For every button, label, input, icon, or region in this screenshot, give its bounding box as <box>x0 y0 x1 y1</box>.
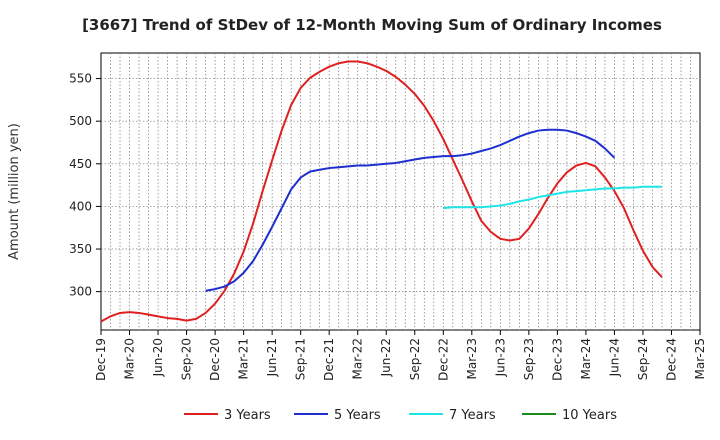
legend-label-10-years: 10 Years <box>562 408 617 423</box>
y-tick-label: 400 <box>69 199 92 213</box>
y-tick-label: 500 <box>69 114 92 128</box>
x-tick-label: Jun-20 <box>151 338 165 377</box>
y-tick-label: 550 <box>69 72 92 86</box>
x-tick-label: Dec-23 <box>550 338 564 381</box>
y-tick-label: 450 <box>69 157 92 171</box>
x-tick-label: Mar-25 <box>693 338 707 379</box>
y-axis-label: Amount (million yen) <box>7 123 22 260</box>
x-tick-label: Mar-21 <box>237 338 251 379</box>
x-tick-label: Sep-21 <box>294 338 308 380</box>
x-tick-label: Sep-22 <box>408 338 422 380</box>
x-tick-label: Mar-23 <box>465 338 479 379</box>
series-line-7-years <box>443 185 662 210</box>
x-tick-label: Sep-23 <box>522 338 536 380</box>
legend-label-3-years: 3 Years <box>224 408 271 423</box>
x-tick-label: Dec-21 <box>322 338 336 381</box>
series-line-3-years <box>100 60 663 323</box>
x-tick-label: Jun-21 <box>265 338 279 377</box>
series-layer <box>100 60 663 323</box>
x-tick-label: Sep-20 <box>180 338 194 380</box>
chart-title: [3667] Trend of StDev of 12-Month Moving… <box>82 16 662 34</box>
legend: 3 Years 5 Years 7 Years 10 Years <box>184 408 617 423</box>
series-line-5-years <box>205 128 616 292</box>
x-tick-label: Dec-19 <box>94 338 108 381</box>
x-tick-label: Dec-20 <box>208 338 222 381</box>
grid <box>101 53 700 330</box>
x-tick-label: Jun-24 <box>607 338 621 377</box>
axes: 300 350 400 450 500 550 Dec-19 Mar-20 Jun-20 Sep-… <box>69 72 707 381</box>
legend-label-7-years: 7 Years <box>449 408 496 423</box>
x-tick-label: Mar-22 <box>351 338 365 379</box>
x-tick-label: Sep-24 <box>636 338 650 380</box>
y-tick-label: 300 <box>69 285 92 299</box>
x-tick-label: Jun-23 <box>493 338 507 377</box>
x-tick-label: Mar-24 <box>579 338 593 379</box>
y-tick-label: 350 <box>69 242 92 256</box>
x-tick-label: Jun-22 <box>379 338 393 377</box>
plot-area <box>100 52 701 331</box>
x-tick-label: Dec-24 <box>664 338 678 381</box>
legend-label-5-years: 5 Years <box>334 408 381 423</box>
x-tick-label: Mar-20 <box>123 338 137 379</box>
x-tick-label: Dec-22 <box>436 338 450 381</box>
